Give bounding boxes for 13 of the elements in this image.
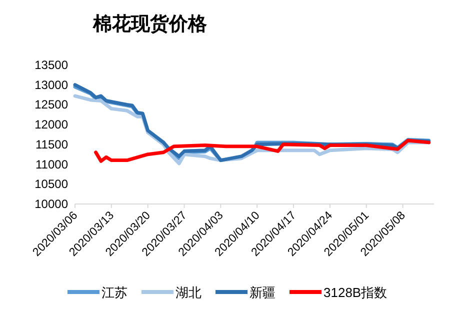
legend-label: 江苏 <box>102 285 128 300</box>
y-tick-label: 11000 <box>36 157 68 172</box>
legend-label: 湖北 <box>176 285 202 300</box>
y-tick-label: 12500 <box>34 98 68 112</box>
y-tick-label: 11500 <box>36 137 68 152</box>
y-tick-label: 13500 <box>34 58 68 72</box>
chart-title: 棉花现货价格 <box>92 13 208 35</box>
legend-label: 新疆 <box>250 285 276 300</box>
legend-label: 3128B指数 <box>324 285 388 300</box>
y-tick-label: 12000 <box>34 118 68 132</box>
y-tick-label: 10500 <box>34 177 68 192</box>
y-tick-label: 10000 <box>34 197 68 211</box>
y-tick-label: 13000 <box>34 78 68 92</box>
